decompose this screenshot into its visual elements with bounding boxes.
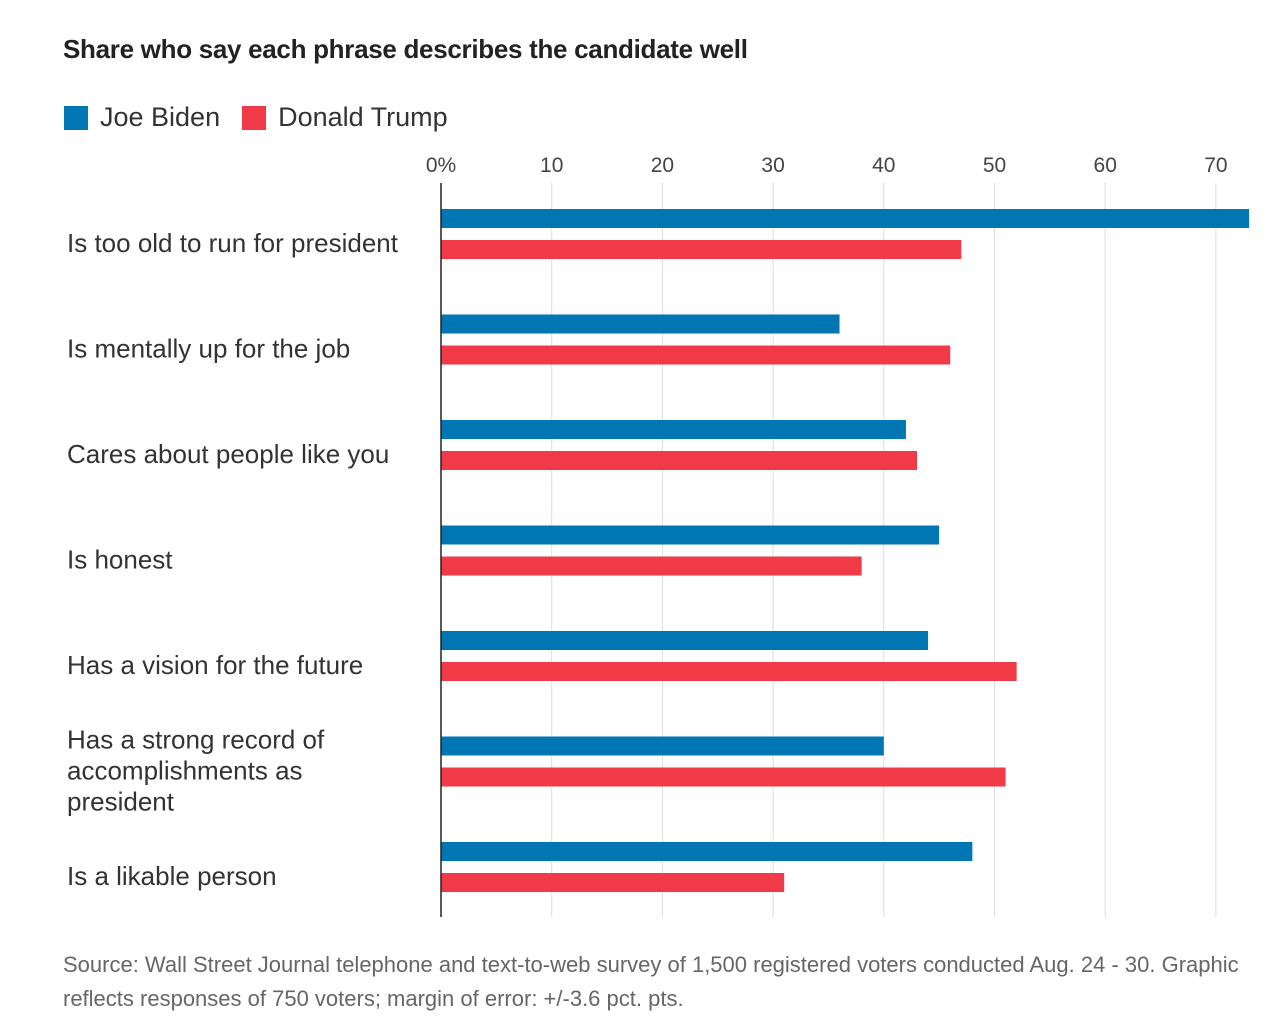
category-label: accomplishments as xyxy=(67,756,303,786)
bar-biden xyxy=(441,736,884,756)
category-label: Is honest xyxy=(67,545,173,575)
bar-trump xyxy=(441,556,862,576)
legend-item-biden: Joe Biden xyxy=(64,102,220,133)
bar-trump xyxy=(441,767,1006,787)
tick-label: 0% xyxy=(426,154,456,177)
bar-biden xyxy=(441,209,1250,228)
bar-biden xyxy=(441,420,906,439)
bar-biden xyxy=(441,842,973,861)
legend-label-trump: Donald Trump xyxy=(278,102,448,132)
source-note: Source: Wall Street Journal telephone an… xyxy=(63,952,1239,1011)
legend-label-biden: Joe Biden xyxy=(100,102,221,132)
bar-trump xyxy=(441,873,785,892)
legend-swatch-biden xyxy=(64,105,88,130)
category-label: president xyxy=(67,787,175,817)
tick-label: 30 xyxy=(761,154,784,177)
bar-trump xyxy=(441,662,1017,681)
tick-label: 60 xyxy=(1094,154,1117,177)
tick-label: 20 xyxy=(651,154,674,177)
tick-label: 40 xyxy=(872,154,895,177)
bar-biden xyxy=(441,631,929,650)
legend-swatch-trump xyxy=(242,105,267,130)
category-label: Is too old to run for president xyxy=(67,228,399,258)
bar-trump xyxy=(441,451,918,470)
category-label: Has a strong record of xyxy=(67,725,325,755)
legend: Joe Biden Donald Trump xyxy=(64,102,470,133)
category-label: Is mentally up for the job xyxy=(67,334,350,364)
bar-trump xyxy=(441,345,951,365)
bar-trump xyxy=(441,240,962,259)
category-label: Has a vision for the future xyxy=(67,650,363,680)
category-label: Is a likable person xyxy=(67,861,277,891)
category-label: Cares about people like you xyxy=(67,439,389,469)
legend-item-trump: Donald Trump xyxy=(242,102,448,133)
tick-label: 10 xyxy=(540,154,563,177)
tick-label: 70 xyxy=(1204,154,1227,177)
chart-title: Share who say each phrase describes the … xyxy=(63,34,748,64)
tick-label: 50 xyxy=(983,154,1006,177)
bar-biden xyxy=(441,525,940,545)
bar-biden xyxy=(441,314,840,334)
